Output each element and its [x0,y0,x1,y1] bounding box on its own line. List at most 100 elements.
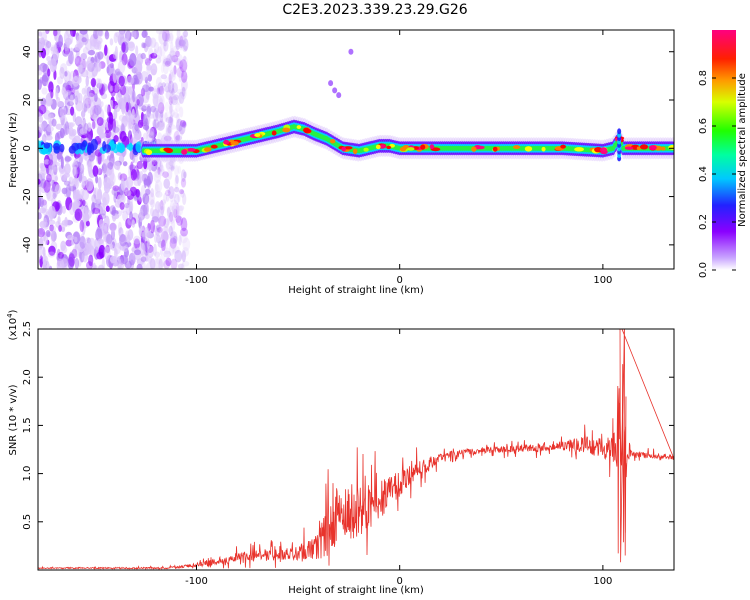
noise-blob [169,92,177,102]
noise-blob [149,37,157,49]
noise-blob [141,42,146,49]
noise-blob [162,30,170,42]
y-tick-label: 20 [22,94,33,107]
noise-blob [142,84,150,93]
noise-blob [140,71,149,81]
noise-blob [142,103,149,110]
noise-blob [171,109,175,117]
noise-blob [182,120,187,127]
noise-blob [163,250,172,258]
noise-blob [99,213,107,219]
noise-blob [93,104,102,116]
noise-blob [163,260,171,269]
noise-carrier-blob [38,140,42,149]
noise-blob [115,68,121,76]
noise-blob [181,86,186,97]
noise-blob [82,199,86,207]
ridge-hotspot [399,146,407,152]
noise-blob [83,123,89,136]
noise-carrier-blob [82,140,88,148]
noise-blob [107,162,114,170]
noise-blob [100,101,104,107]
noise-blob [43,179,51,193]
noise-blob [74,90,80,102]
noise-blob [160,168,165,175]
isolated-blob [332,87,338,94]
noise-blob [158,119,166,130]
ridge-hotspot [429,144,435,150]
noise-blob [147,171,153,185]
noise-blob [117,172,122,181]
spectrogram-y-label: Frequency (Hz) [8,112,19,188]
noise-blob [108,112,114,125]
noise-blob [173,193,180,205]
noise-blob [180,190,185,198]
spectrogram-frame [37,29,675,270]
noise-blob [156,30,164,35]
noise-blob [95,61,102,72]
noise-blob [179,127,184,137]
noise-blob [174,165,179,177]
noise-blob [48,159,54,166]
spectrogram-axes: -100 0 100 -40 -20 0 20 40 [22,30,674,286]
noise-blob [149,113,155,119]
noise-blob [51,186,57,192]
noise-blob [160,199,166,206]
noise-blob [177,190,181,203]
noise-blob [173,65,177,75]
figure-title: C2E3.2023.339.23.29.G26 [282,2,468,18]
noise-blob [106,64,115,77]
noise-blob [153,258,160,269]
noise-blob [68,253,76,267]
noise-blob [81,221,86,235]
noise-blob [50,89,54,99]
noise-blob [104,222,110,232]
noise-carrier-blob [126,143,134,151]
noise-blob [157,237,166,245]
noise-blob [167,33,174,44]
isolated-blob [328,80,334,87]
noise-blob [59,66,65,79]
noise-blob [168,73,172,85]
noise-blob [136,263,143,269]
noise-blob [47,251,56,258]
noise-blob [125,230,130,240]
noise-blob [97,168,103,176]
x-tick-label: 100 [593,576,612,587]
noise-carrier-blob [68,145,76,154]
noise-blob [58,224,62,233]
noise-blob [63,123,68,136]
noise-blob [85,220,90,227]
ridge-hotspot [230,141,239,146]
noise-blob [121,42,126,53]
colorbar-tick-label: 0.4 [698,166,709,182]
noise-blob [121,100,126,113]
noise-blob [175,175,179,184]
isolated-blob [348,48,354,55]
noise-blob [158,85,165,96]
noise-blob [171,54,179,63]
noise-blob [86,66,93,79]
noise-blob [163,82,172,93]
noise-blob [64,163,71,175]
noise-blob [61,205,66,214]
ridge-hotspot [636,146,642,151]
noise-blob [38,212,42,220]
noise-blob [168,164,176,171]
noise-blob [42,246,46,257]
noise-blob [48,205,56,220]
noise-blob [103,176,111,189]
noise-blob [156,257,161,265]
noise-blob [121,53,128,66]
ridge-hotspot [624,146,634,150]
noise-blob [166,159,170,171]
noise-blob [46,173,52,183]
noise-blob [79,164,84,172]
noise-blob [149,258,156,269]
noise-blob [157,201,166,214]
noise-blob [155,225,162,232]
noise-blob [168,243,175,256]
noise-blob [52,30,58,37]
noise-blob [135,59,141,65]
noise-blob [59,105,67,119]
